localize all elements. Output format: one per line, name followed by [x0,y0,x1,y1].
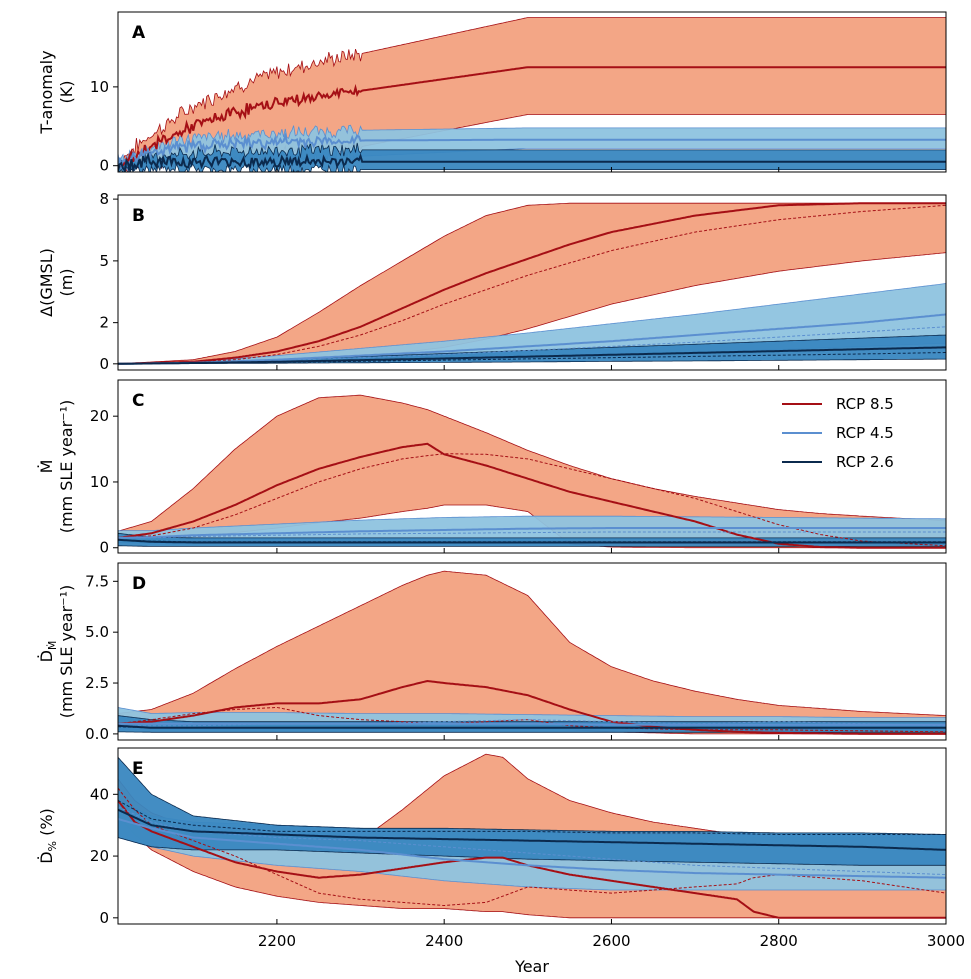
x-tick-label: 2600 [592,932,630,950]
dashed-line-rcp45-c [118,531,946,539]
y-tick-label-b: 8 [99,190,109,208]
plot-area-c [118,394,946,549]
legend-label-rcp26: RCP 2.6 [836,453,894,471]
x-tick-label: 2800 [760,932,798,950]
dashed-line-rcp45-d [118,719,946,727]
panels: 0 10 A T-anomaly(K) 0 2 5 8 B Δ(GMSL)(m) 0 10 20 C Ṁ(m… [37,11,965,950]
legend-label-rcp45: RCP 4.5 [836,424,894,442]
axes-frame-b [117,194,947,371]
y-tick-label-b: 5 [99,252,109,270]
median-line-rcp85-c [118,442,946,549]
y-tick-label-c: 0 [99,539,109,557]
y-tick-label-d: 2.5 [85,674,109,692]
y-tick-label-d: 7.5 [85,572,109,590]
panel-d: 0.0 2.5 5.0 7.5 D ḊṀ(mm SLE year⁻¹) [37,562,947,743]
dashed-line-rcp85-e [118,787,946,907]
y-tick-label-d: 0.0 [85,725,109,743]
y-axis-label-b: Δ(GMSL)(m) [37,248,76,317]
median-line-rcp45-b [118,313,946,365]
panel-a: 0 10 A T-anomaly(K) [37,11,947,175]
x-tick-label: 2200 [258,932,296,950]
plot-area-a [118,17,946,172]
median-line-rcp26-b [118,346,946,365]
y-tick-label-b: 2 [99,314,109,332]
dashed-line-rcp85-b [118,204,946,365]
median-line-rcp26-e [118,808,946,851]
dashed-line-rcp45-b [118,326,946,365]
y-tick-label-c: 20 [90,407,109,425]
band-rcp26-b [118,334,946,365]
dashed-line-rcp26-b [118,352,946,365]
panel-b: 0 2 5 8 B Δ(GMSL)(m) [37,190,947,373]
dashed-line-rcp85-d [118,706,946,733]
median-line-rcp26-c [118,538,946,544]
plot-area-d [118,570,946,735]
x-tick-label: 2400 [425,932,463,950]
plot-area-e [118,753,946,919]
dashed-line-rcp45-e [118,806,946,876]
panel-letter-e: E [132,759,144,779]
median-line-rcp85-d [118,679,946,735]
y-tick-label-a: 10 [90,78,109,96]
axes-frame-a [117,11,947,173]
panel-letter-c: C [132,391,144,411]
plot-area-b [118,202,946,365]
axes-frame-c [117,379,947,554]
y-tick-label-e: 40 [90,785,109,803]
y-tick-label-e: 20 [90,847,109,865]
legend: RCP 8.5 RCP 4.5 RCP 2.6 [782,395,894,471]
axes-frame-d [117,562,947,741]
panel-e: 0 20 40 E Ḋ% (%) [37,747,947,927]
y-axis-label-d: ḊṀ(mm SLE year⁻¹) [37,585,76,719]
median-line-rcp45-d [118,722,946,726]
x-tick-label: 3000 [927,932,965,950]
y-tick-label-b: 0 [99,355,109,373]
y-tick-label-a: 0 [99,157,109,175]
band-rcp85-c [118,394,946,549]
panel-letter-b: B [132,206,145,226]
y-axis-label-c: Ṁ(mm SLE year⁻¹) [37,400,76,534]
y-tick-label-d: 5.0 [85,623,109,641]
panel-letter-a: A [132,23,146,43]
legend-label-rcp85: RCP 8.5 [836,395,894,413]
axes-frame-e [117,747,947,925]
dashed-line-rcp26-e [118,800,946,835]
x-axis-label: Year [514,957,549,976]
panel-letter-d: D [132,574,146,594]
median-line-rcp26-a [118,152,946,172]
y-tick-label-c: 10 [90,473,109,491]
median-line-rcp85-b [118,202,946,365]
median-line-rcp85-a [118,66,946,169]
median-line-rcp45-a [118,132,946,170]
median-line-rcp45-e [118,818,946,879]
y-tick-label-e: 0 [99,909,109,927]
y-axis-label-a: T-anomaly(K) [37,50,76,134]
band-rcp26-a [118,142,946,172]
x-axis: 2200 2400 2600 2800 3000 [258,932,965,950]
median-line-rcp45-c [118,527,946,539]
median-line-rcp26-d [118,724,946,729]
y-axis-label-e: Ḋ% (%) [37,808,59,864]
